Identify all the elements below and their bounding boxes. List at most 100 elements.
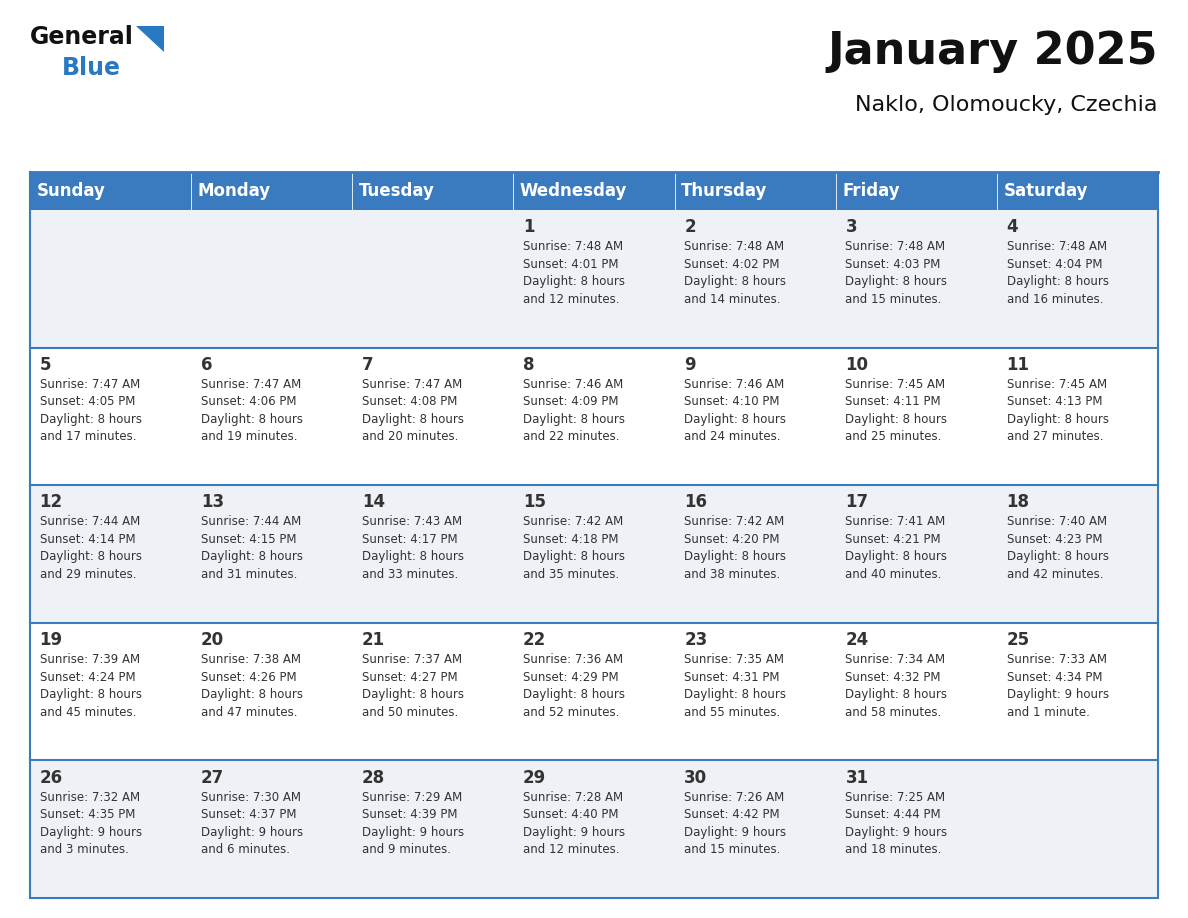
Text: Sunrise: 7:45 AM
Sunset: 4:11 PM
Daylight: 8 hours
and 25 minutes.: Sunrise: 7:45 AM Sunset: 4:11 PM Dayligh… bbox=[846, 378, 947, 443]
Bar bbox=[353, 348, 513, 486]
Bar bbox=[353, 622, 513, 760]
Bar bbox=[675, 348, 835, 486]
Text: Sunrise: 7:32 AM
Sunset: 4:35 PM
Daylight: 9 hours
and 3 minutes.: Sunrise: 7:32 AM Sunset: 4:35 PM Dayligh… bbox=[39, 790, 141, 856]
Text: Sunrise: 7:42 AM
Sunset: 4:18 PM
Daylight: 8 hours
and 35 minutes.: Sunrise: 7:42 AM Sunset: 4:18 PM Dayligh… bbox=[523, 515, 625, 581]
Bar bbox=[997, 760, 1158, 898]
Text: Sunrise: 7:36 AM
Sunset: 4:29 PM
Daylight: 8 hours
and 52 minutes.: Sunrise: 7:36 AM Sunset: 4:29 PM Dayligh… bbox=[523, 653, 625, 719]
Text: 27: 27 bbox=[201, 768, 225, 787]
Text: Sunrise: 7:28 AM
Sunset: 4:40 PM
Daylight: 9 hours
and 12 minutes.: Sunrise: 7:28 AM Sunset: 4:40 PM Dayligh… bbox=[523, 790, 625, 856]
Bar bbox=[353, 760, 513, 898]
Bar bbox=[997, 622, 1158, 760]
Bar bbox=[835, 486, 997, 622]
Text: Sunrise: 7:47 AM
Sunset: 4:08 PM
Daylight: 8 hours
and 20 minutes.: Sunrise: 7:47 AM Sunset: 4:08 PM Dayligh… bbox=[362, 378, 465, 443]
Bar bbox=[835, 210, 997, 348]
Text: Sunrise: 7:30 AM
Sunset: 4:37 PM
Daylight: 9 hours
and 6 minutes.: Sunrise: 7:30 AM Sunset: 4:37 PM Dayligh… bbox=[201, 790, 303, 856]
Bar bbox=[675, 210, 835, 348]
Text: 6: 6 bbox=[201, 356, 213, 374]
Text: Monday: Monday bbox=[197, 182, 271, 200]
Bar bbox=[30, 486, 191, 622]
Text: Tuesday: Tuesday bbox=[359, 182, 435, 200]
Text: 11: 11 bbox=[1006, 356, 1030, 374]
Text: 23: 23 bbox=[684, 631, 708, 649]
Bar bbox=[191, 348, 353, 486]
Bar bbox=[191, 760, 353, 898]
Text: Sunrise: 7:37 AM
Sunset: 4:27 PM
Daylight: 8 hours
and 50 minutes.: Sunrise: 7:37 AM Sunset: 4:27 PM Dayligh… bbox=[362, 653, 465, 719]
Text: 4: 4 bbox=[1006, 218, 1018, 236]
Text: 20: 20 bbox=[201, 631, 223, 649]
Text: Sunrise: 7:48 AM
Sunset: 4:01 PM
Daylight: 8 hours
and 12 minutes.: Sunrise: 7:48 AM Sunset: 4:01 PM Dayligh… bbox=[523, 241, 625, 306]
Text: 22: 22 bbox=[523, 631, 546, 649]
Bar bbox=[30, 348, 191, 486]
Text: Sunrise: 7:25 AM
Sunset: 4:44 PM
Daylight: 9 hours
and 18 minutes.: Sunrise: 7:25 AM Sunset: 4:44 PM Dayligh… bbox=[846, 790, 948, 856]
Text: 7: 7 bbox=[362, 356, 373, 374]
Text: Sunrise: 7:35 AM
Sunset: 4:31 PM
Daylight: 8 hours
and 55 minutes.: Sunrise: 7:35 AM Sunset: 4:31 PM Dayligh… bbox=[684, 653, 786, 719]
Bar bbox=[675, 760, 835, 898]
Text: 12: 12 bbox=[39, 494, 63, 511]
Text: Sunrise: 7:38 AM
Sunset: 4:26 PM
Daylight: 8 hours
and 47 minutes.: Sunrise: 7:38 AM Sunset: 4:26 PM Dayligh… bbox=[201, 653, 303, 719]
Bar bbox=[835, 760, 997, 898]
Bar bbox=[191, 622, 353, 760]
Text: 18: 18 bbox=[1006, 494, 1030, 511]
Bar bbox=[191, 486, 353, 622]
Text: Sunrise: 7:34 AM
Sunset: 4:32 PM
Daylight: 8 hours
and 58 minutes.: Sunrise: 7:34 AM Sunset: 4:32 PM Dayligh… bbox=[846, 653, 947, 719]
Text: 9: 9 bbox=[684, 356, 696, 374]
Bar bbox=[513, 760, 675, 898]
Bar bbox=[30, 760, 191, 898]
Text: Sunrise: 7:33 AM
Sunset: 4:34 PM
Daylight: 9 hours
and 1 minute.: Sunrise: 7:33 AM Sunset: 4:34 PM Dayligh… bbox=[1006, 653, 1108, 719]
Text: Wednesday: Wednesday bbox=[520, 182, 627, 200]
Bar bbox=[675, 486, 835, 622]
Text: Naklo, Olomoucky, Czechia: Naklo, Olomoucky, Czechia bbox=[855, 95, 1158, 115]
Text: 15: 15 bbox=[523, 494, 546, 511]
Bar bbox=[835, 348, 997, 486]
Bar bbox=[997, 348, 1158, 486]
Text: 24: 24 bbox=[846, 631, 868, 649]
Bar bbox=[191, 172, 353, 210]
Bar bbox=[353, 210, 513, 348]
Bar bbox=[30, 210, 191, 348]
Text: 31: 31 bbox=[846, 768, 868, 787]
Text: Sunrise: 7:39 AM
Sunset: 4:24 PM
Daylight: 8 hours
and 45 minutes.: Sunrise: 7:39 AM Sunset: 4:24 PM Dayligh… bbox=[39, 653, 141, 719]
Bar bbox=[835, 622, 997, 760]
Text: Friday: Friday bbox=[842, 182, 899, 200]
Bar bbox=[675, 172, 835, 210]
Text: 8: 8 bbox=[523, 356, 535, 374]
Text: Sunrise: 7:29 AM
Sunset: 4:39 PM
Daylight: 9 hours
and 9 minutes.: Sunrise: 7:29 AM Sunset: 4:39 PM Dayligh… bbox=[362, 790, 465, 856]
Bar bbox=[30, 622, 191, 760]
Bar bbox=[997, 210, 1158, 348]
Bar bbox=[191, 210, 353, 348]
Text: Sunrise: 7:41 AM
Sunset: 4:21 PM
Daylight: 8 hours
and 40 minutes.: Sunrise: 7:41 AM Sunset: 4:21 PM Dayligh… bbox=[846, 515, 947, 581]
Bar bbox=[997, 172, 1158, 210]
Text: 10: 10 bbox=[846, 356, 868, 374]
Text: Blue: Blue bbox=[62, 56, 121, 80]
Text: Sunrise: 7:40 AM
Sunset: 4:23 PM
Daylight: 8 hours
and 42 minutes.: Sunrise: 7:40 AM Sunset: 4:23 PM Dayligh… bbox=[1006, 515, 1108, 581]
Text: General: General bbox=[30, 25, 134, 49]
Polygon shape bbox=[135, 26, 164, 52]
Text: 17: 17 bbox=[846, 494, 868, 511]
Text: Saturday: Saturday bbox=[1004, 182, 1088, 200]
Text: Sunrise: 7:45 AM
Sunset: 4:13 PM
Daylight: 8 hours
and 27 minutes.: Sunrise: 7:45 AM Sunset: 4:13 PM Dayligh… bbox=[1006, 378, 1108, 443]
Bar bbox=[513, 210, 675, 348]
Text: Sunrise: 7:48 AM
Sunset: 4:02 PM
Daylight: 8 hours
and 14 minutes.: Sunrise: 7:48 AM Sunset: 4:02 PM Dayligh… bbox=[684, 241, 786, 306]
Text: Thursday: Thursday bbox=[681, 182, 767, 200]
Text: Sunrise: 7:47 AM
Sunset: 4:05 PM
Daylight: 8 hours
and 17 minutes.: Sunrise: 7:47 AM Sunset: 4:05 PM Dayligh… bbox=[39, 378, 141, 443]
Text: Sunrise: 7:44 AM
Sunset: 4:14 PM
Daylight: 8 hours
and 29 minutes.: Sunrise: 7:44 AM Sunset: 4:14 PM Dayligh… bbox=[39, 515, 141, 581]
Bar bbox=[513, 172, 675, 210]
Bar bbox=[30, 172, 191, 210]
Text: Sunrise: 7:26 AM
Sunset: 4:42 PM
Daylight: 9 hours
and 15 minutes.: Sunrise: 7:26 AM Sunset: 4:42 PM Dayligh… bbox=[684, 790, 786, 856]
Text: 3: 3 bbox=[846, 218, 857, 236]
Text: 26: 26 bbox=[39, 768, 63, 787]
Text: 28: 28 bbox=[362, 768, 385, 787]
Text: Sunrise: 7:47 AM
Sunset: 4:06 PM
Daylight: 8 hours
and 19 minutes.: Sunrise: 7:47 AM Sunset: 4:06 PM Dayligh… bbox=[201, 378, 303, 443]
Text: 29: 29 bbox=[523, 768, 546, 787]
Text: Sunrise: 7:46 AM
Sunset: 4:09 PM
Daylight: 8 hours
and 22 minutes.: Sunrise: 7:46 AM Sunset: 4:09 PM Dayligh… bbox=[523, 378, 625, 443]
Text: Sunday: Sunday bbox=[37, 182, 106, 200]
Text: 16: 16 bbox=[684, 494, 707, 511]
Text: 19: 19 bbox=[39, 631, 63, 649]
Text: 2: 2 bbox=[684, 218, 696, 236]
Text: 5: 5 bbox=[39, 356, 51, 374]
Text: 1: 1 bbox=[523, 218, 535, 236]
Bar bbox=[835, 172, 997, 210]
Text: 13: 13 bbox=[201, 494, 223, 511]
Bar bbox=[513, 348, 675, 486]
Bar bbox=[353, 172, 513, 210]
